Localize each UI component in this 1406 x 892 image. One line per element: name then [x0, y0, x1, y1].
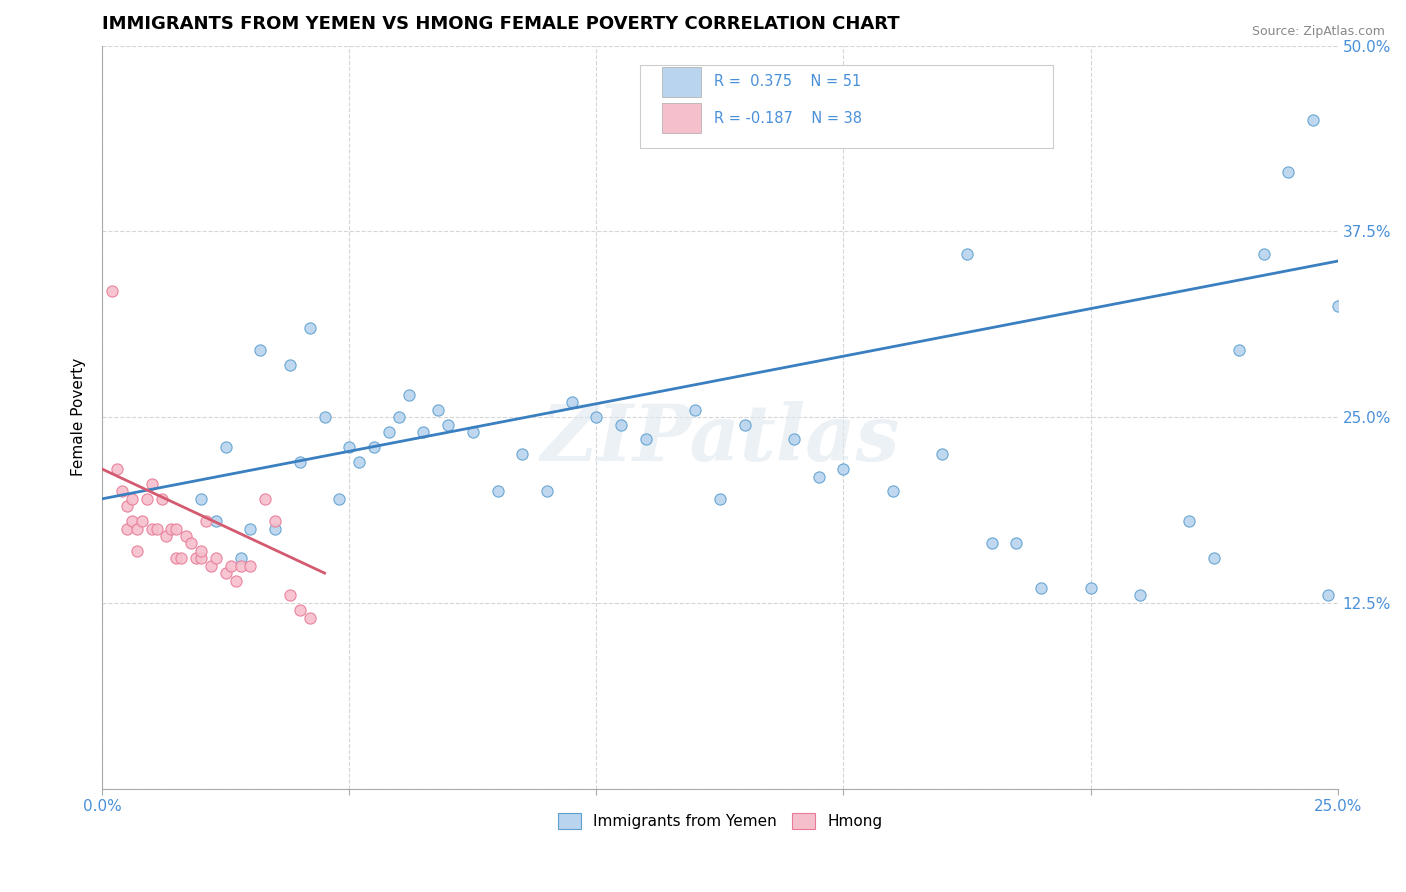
Point	[190, 551, 212, 566]
Text: R = -0.187    N = 38: R = -0.187 N = 38	[714, 111, 862, 126]
Point	[328, 491, 350, 506]
Legend: Immigrants from Yemen, Hmong: Immigrants from Yemen, Hmong	[550, 805, 890, 837]
Point	[337, 440, 360, 454]
FancyBboxPatch shape	[662, 67, 702, 96]
Point	[165, 551, 187, 566]
Point	[1178, 514, 1201, 528]
Point	[115, 500, 138, 514]
Point	[125, 522, 148, 536]
Point	[264, 522, 287, 536]
Point	[141, 522, 163, 536]
Point	[121, 514, 143, 528]
Point	[363, 440, 385, 454]
Point	[225, 574, 247, 588]
Point	[150, 491, 173, 506]
Point	[347, 455, 370, 469]
Point	[200, 558, 222, 573]
Point	[1253, 246, 1275, 260]
Point	[378, 425, 401, 439]
Point	[155, 529, 177, 543]
Point	[141, 477, 163, 491]
Point	[832, 462, 855, 476]
Point	[190, 491, 212, 506]
Point	[205, 514, 228, 528]
Point	[683, 402, 706, 417]
Point	[131, 514, 153, 528]
Point	[170, 551, 193, 566]
Point	[278, 358, 301, 372]
Point	[980, 536, 1002, 550]
Point	[1277, 165, 1299, 179]
Point	[190, 544, 212, 558]
Point	[121, 491, 143, 506]
Text: ZIPatlas: ZIPatlas	[540, 401, 900, 477]
Point	[195, 514, 218, 528]
Point	[115, 522, 138, 536]
Point	[205, 551, 228, 566]
Point	[1204, 551, 1226, 566]
Point	[288, 603, 311, 617]
Point	[125, 544, 148, 558]
Point	[229, 558, 252, 573]
Point	[561, 395, 583, 409]
Y-axis label: Female Poverty: Female Poverty	[72, 358, 86, 476]
Point	[111, 484, 134, 499]
Point	[298, 321, 321, 335]
FancyBboxPatch shape	[662, 103, 702, 133]
Text: Source: ZipAtlas.com: Source: ZipAtlas.com	[1251, 25, 1385, 38]
Point	[931, 447, 953, 461]
Point	[288, 455, 311, 469]
Point	[239, 522, 262, 536]
Point	[254, 491, 277, 506]
Point	[427, 402, 450, 417]
Text: IMMIGRANTS FROM YEMEN VS HMONG FEMALE POVERTY CORRELATION CHART: IMMIGRANTS FROM YEMEN VS HMONG FEMALE PO…	[103, 15, 900, 33]
Point	[882, 484, 904, 499]
Point	[1316, 588, 1339, 602]
Point	[249, 343, 271, 358]
Point	[610, 417, 633, 432]
Point	[1227, 343, 1250, 358]
FancyBboxPatch shape	[640, 65, 1053, 148]
Point	[486, 484, 509, 499]
Point	[215, 566, 238, 580]
Point	[264, 514, 287, 528]
Point	[1029, 581, 1052, 595]
Point	[105, 462, 128, 476]
Point	[510, 447, 533, 461]
Point	[215, 440, 238, 454]
Point	[1129, 588, 1152, 602]
Point	[298, 610, 321, 624]
Point	[398, 388, 420, 402]
Point	[388, 410, 411, 425]
Point	[229, 551, 252, 566]
Point	[314, 410, 336, 425]
Point	[807, 469, 830, 483]
Point	[1080, 581, 1102, 595]
Point	[165, 522, 187, 536]
Point	[412, 425, 434, 439]
Point	[184, 551, 207, 566]
Point	[783, 433, 806, 447]
Point	[278, 588, 301, 602]
Point	[101, 284, 124, 298]
Point	[145, 522, 167, 536]
Point	[709, 491, 731, 506]
Point	[634, 433, 657, 447]
Point	[1005, 536, 1028, 550]
Point	[956, 246, 979, 260]
Point	[1302, 112, 1324, 127]
Point	[1326, 299, 1348, 313]
Point	[219, 558, 242, 573]
Text: R =  0.375    N = 51: R = 0.375 N = 51	[714, 74, 860, 89]
Point	[536, 484, 558, 499]
Point	[585, 410, 607, 425]
Point	[734, 417, 756, 432]
Point	[180, 536, 202, 550]
Point	[437, 417, 460, 432]
Point	[160, 522, 183, 536]
Point	[461, 425, 484, 439]
Point	[174, 529, 197, 543]
Point	[239, 558, 262, 573]
Point	[135, 491, 157, 506]
